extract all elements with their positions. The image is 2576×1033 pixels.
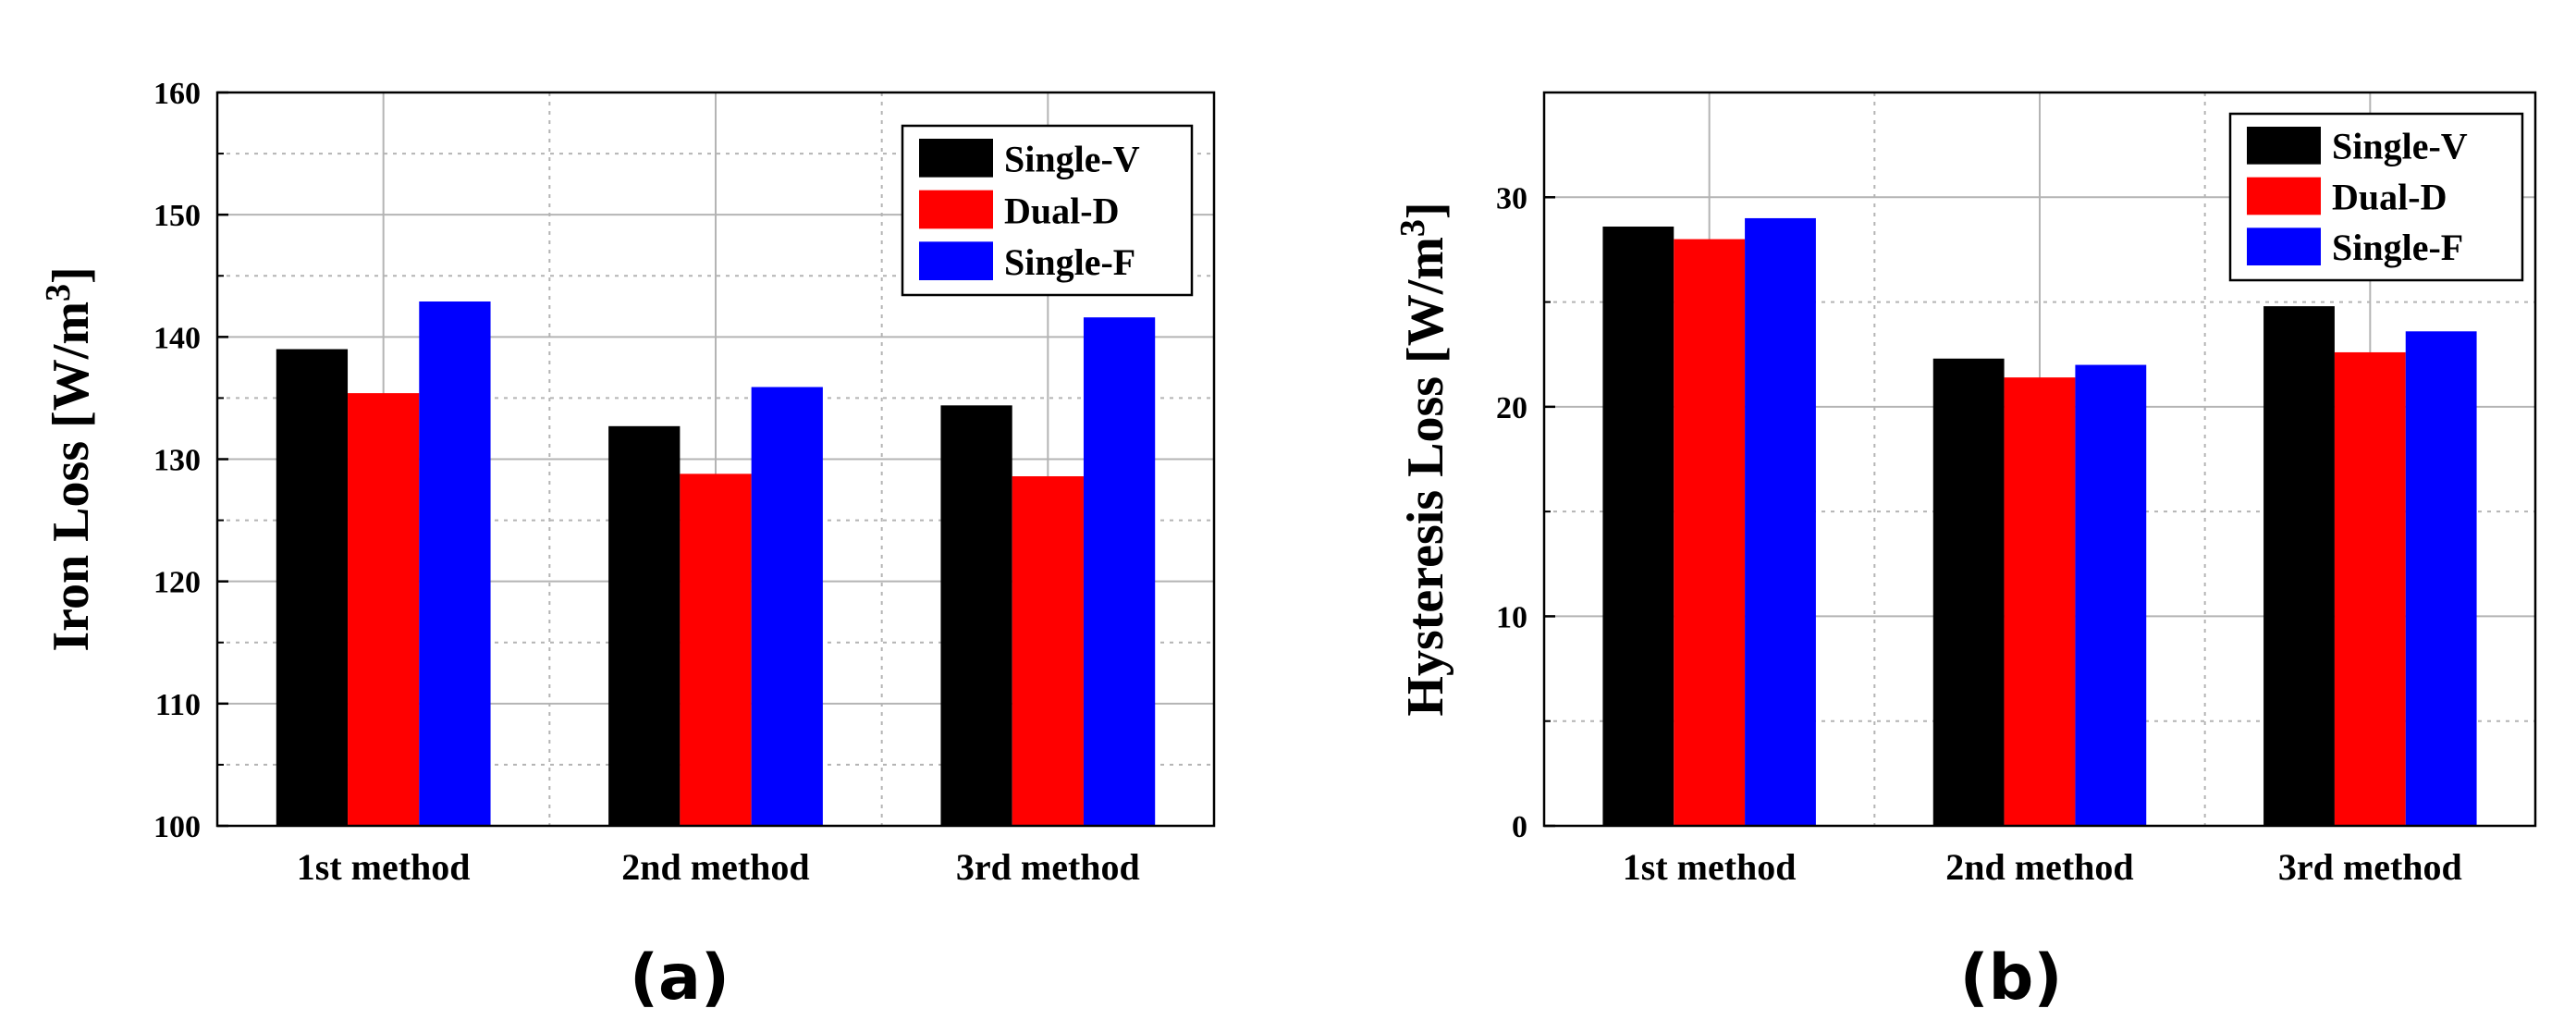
legend-label-dual-d: Dual-D bbox=[2332, 176, 2447, 217]
panel-1-xtick-label: 3rd method bbox=[2278, 846, 2462, 888]
legend-label-dual-d: Dual-D bbox=[1004, 190, 1119, 231]
bar-single-v-1 bbox=[276, 349, 349, 826]
bar-single-v-3 bbox=[940, 405, 1012, 826]
panel-0-ytick-label: 120 bbox=[153, 566, 201, 600]
bar-single-v-3 bbox=[2263, 306, 2335, 826]
panel-1-ytick-label: 0 bbox=[1512, 810, 1527, 844]
chart-panel-a: 100 110 120 130 140 150 160 1st method 2nd metho… bbox=[39, 77, 1216, 1015]
bar-single-f-2 bbox=[751, 387, 823, 826]
legend-swatch-single-v bbox=[919, 139, 993, 178]
legend-label-single-f: Single-F bbox=[2332, 227, 2463, 268]
panel-1-ytick-label: 20 bbox=[1496, 391, 1527, 425]
legend-swatch-dual-d bbox=[2247, 177, 2321, 215]
panel-0-ytick-label: 110 bbox=[155, 688, 201, 722]
legend-swatch-dual-d bbox=[919, 190, 993, 229]
legend-label-single-v: Single-V bbox=[1004, 139, 1140, 180]
panel-0-ytick-label: 160 bbox=[153, 77, 201, 111]
panel-0-ytick-label: 100 bbox=[153, 810, 201, 844]
panel-1-ytick-label: 10 bbox=[1496, 600, 1527, 634]
bar-dual-d-2 bbox=[680, 473, 752, 826]
bar-single-f-3 bbox=[2405, 331, 2477, 826]
bar-single-v-2 bbox=[1932, 358, 2005, 826]
bar-single-v-2 bbox=[608, 425, 681, 826]
bar-single-v-1 bbox=[1602, 227, 1674, 826]
bar-single-f-1 bbox=[1745, 217, 1816, 826]
bar-dual-d-1 bbox=[348, 393, 420, 826]
panel-1-plot-frame bbox=[1542, 91, 2537, 828]
panel-0-ytick-label: 130 bbox=[153, 444, 201, 478]
panel-0-y-axis-title: Iron Loss [W/m3] bbox=[39, 266, 100, 651]
panel-1-y-axis-title: Hysteresis Loss [W/m3] bbox=[1393, 202, 1454, 716]
legend-swatch-single-v bbox=[2247, 127, 2321, 165]
bar-dual-d-3 bbox=[1012, 476, 1084, 826]
legend-swatch-single-f bbox=[2247, 228, 2321, 265]
panel-1-xtick-label: 1st method bbox=[1623, 846, 1797, 888]
legend-label-single-f: Single-F bbox=[1004, 241, 1135, 283]
legend-swatch-single-f bbox=[919, 241, 993, 280]
panel-0-xtick-label: 1st method bbox=[297, 846, 471, 888]
bar-dual-d-1 bbox=[1674, 239, 1746, 827]
bar-single-f-3 bbox=[1083, 317, 1156, 827]
bar-dual-d-2 bbox=[2004, 377, 2076, 826]
panel-1-ytick-label: 30 bbox=[1496, 181, 1527, 215]
panel-0-label: (a) bbox=[630, 941, 730, 1015]
legend-label-single-v: Single-V bbox=[2332, 126, 2468, 167]
panel-0-ytick-label: 150 bbox=[153, 199, 201, 233]
chart-panel-b: 0 10 20 30 1st method 2nd method 3rd method Hys… bbox=[1393, 91, 2537, 1015]
bar-single-f-2 bbox=[2075, 364, 2147, 826]
panel-0-xtick-label: 3rd method bbox=[956, 846, 1140, 888]
panel-1-xtick-label: 2nd method bbox=[1945, 846, 2133, 888]
bar-single-f-1 bbox=[419, 301, 491, 826]
bar-dual-d-3 bbox=[2334, 351, 2406, 826]
panel-1-label: (b) bbox=[1960, 941, 2063, 1015]
panel-0-xtick-label: 2nd method bbox=[621, 846, 809, 888]
panel-0-ytick-label: 140 bbox=[153, 321, 201, 355]
